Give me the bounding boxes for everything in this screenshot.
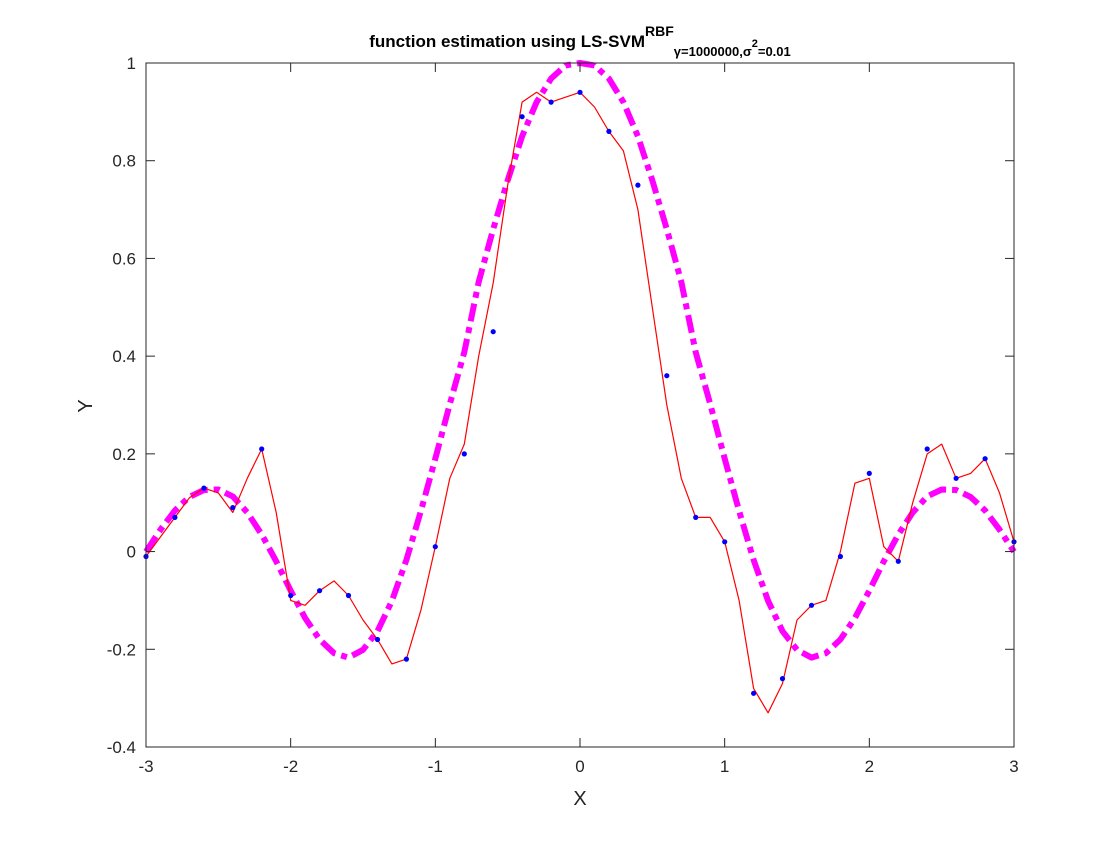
x-tick-label: -1 bbox=[428, 757, 443, 776]
svg-text:function estimation using LS-: function estimation using LS-SVMRBFγ=100… bbox=[369, 23, 791, 59]
data-point bbox=[751, 690, 757, 696]
data-point bbox=[403, 656, 409, 662]
data-point bbox=[722, 539, 728, 545]
data-point bbox=[924, 446, 930, 452]
data-point bbox=[606, 128, 612, 134]
data-point bbox=[317, 588, 323, 594]
y-tick-label: 0.6 bbox=[112, 249, 136, 268]
true-function-line bbox=[143, 60, 1017, 661]
data-point bbox=[953, 475, 959, 481]
chart-title-superscript: RBF bbox=[645, 23, 674, 39]
data-point bbox=[259, 446, 265, 452]
data-point bbox=[837, 553, 844, 560]
data-point bbox=[895, 558, 901, 564]
data-point bbox=[982, 456, 988, 462]
data-point bbox=[172, 514, 178, 521]
data-point bbox=[490, 329, 496, 335]
y-tick-label: 0 bbox=[127, 543, 136, 562]
data-point bbox=[866, 470, 872, 476]
data-point bbox=[577, 89, 583, 95]
y-tick-label: -0.2 bbox=[107, 640, 136, 659]
data-point bbox=[461, 451, 467, 457]
y-tick-label: 1 bbox=[127, 54, 136, 73]
x-tick-label: 1 bbox=[720, 757, 729, 776]
x-tick-label: -2 bbox=[283, 757, 298, 776]
chart-title: function estimation using LS-SVMRBFγ=100… bbox=[369, 23, 791, 59]
x-tick-label: 0 bbox=[575, 757, 584, 776]
estimate-line bbox=[145, 91, 1015, 714]
plot-box bbox=[145, 62, 1015, 748]
data-point bbox=[432, 544, 438, 550]
data-point bbox=[779, 676, 786, 682]
y-tick-label: 0.8 bbox=[112, 152, 136, 171]
x-tick-label: 3 bbox=[1009, 757, 1018, 776]
data-point bbox=[519, 114, 525, 120]
chart-title-subscript-value: =0.01 bbox=[758, 44, 791, 59]
data-point bbox=[548, 99, 554, 105]
data-point bbox=[288, 592, 294, 599]
chart-title-subscript-sigma-exp: 2 bbox=[752, 38, 758, 50]
x-tick-label: -3 bbox=[138, 757, 153, 776]
data-point bbox=[230, 505, 236, 511]
y-tick-label: 0.2 bbox=[112, 445, 136, 464]
x-tick-label: 2 bbox=[865, 757, 874, 776]
chart-title-subscript-gamma: γ=1000000, bbox=[674, 44, 743, 59]
data-point bbox=[201, 485, 207, 491]
data-point bbox=[808, 602, 815, 608]
chart-title-subscript-sigma: σ bbox=[743, 44, 752, 59]
x-axis-label: X bbox=[573, 788, 586, 810]
data-point bbox=[374, 636, 381, 643]
data-point bbox=[345, 592, 352, 599]
data-point bbox=[635, 182, 641, 188]
data-point bbox=[693, 514, 699, 521]
y-tick-label: -0.4 bbox=[107, 738, 136, 757]
y-axis-label: Y bbox=[75, 399, 97, 412]
chart-title-text: function estimation using LS-SVM bbox=[369, 32, 645, 51]
y-tick-label: 0.4 bbox=[112, 347, 136, 366]
data-point bbox=[664, 373, 670, 379]
